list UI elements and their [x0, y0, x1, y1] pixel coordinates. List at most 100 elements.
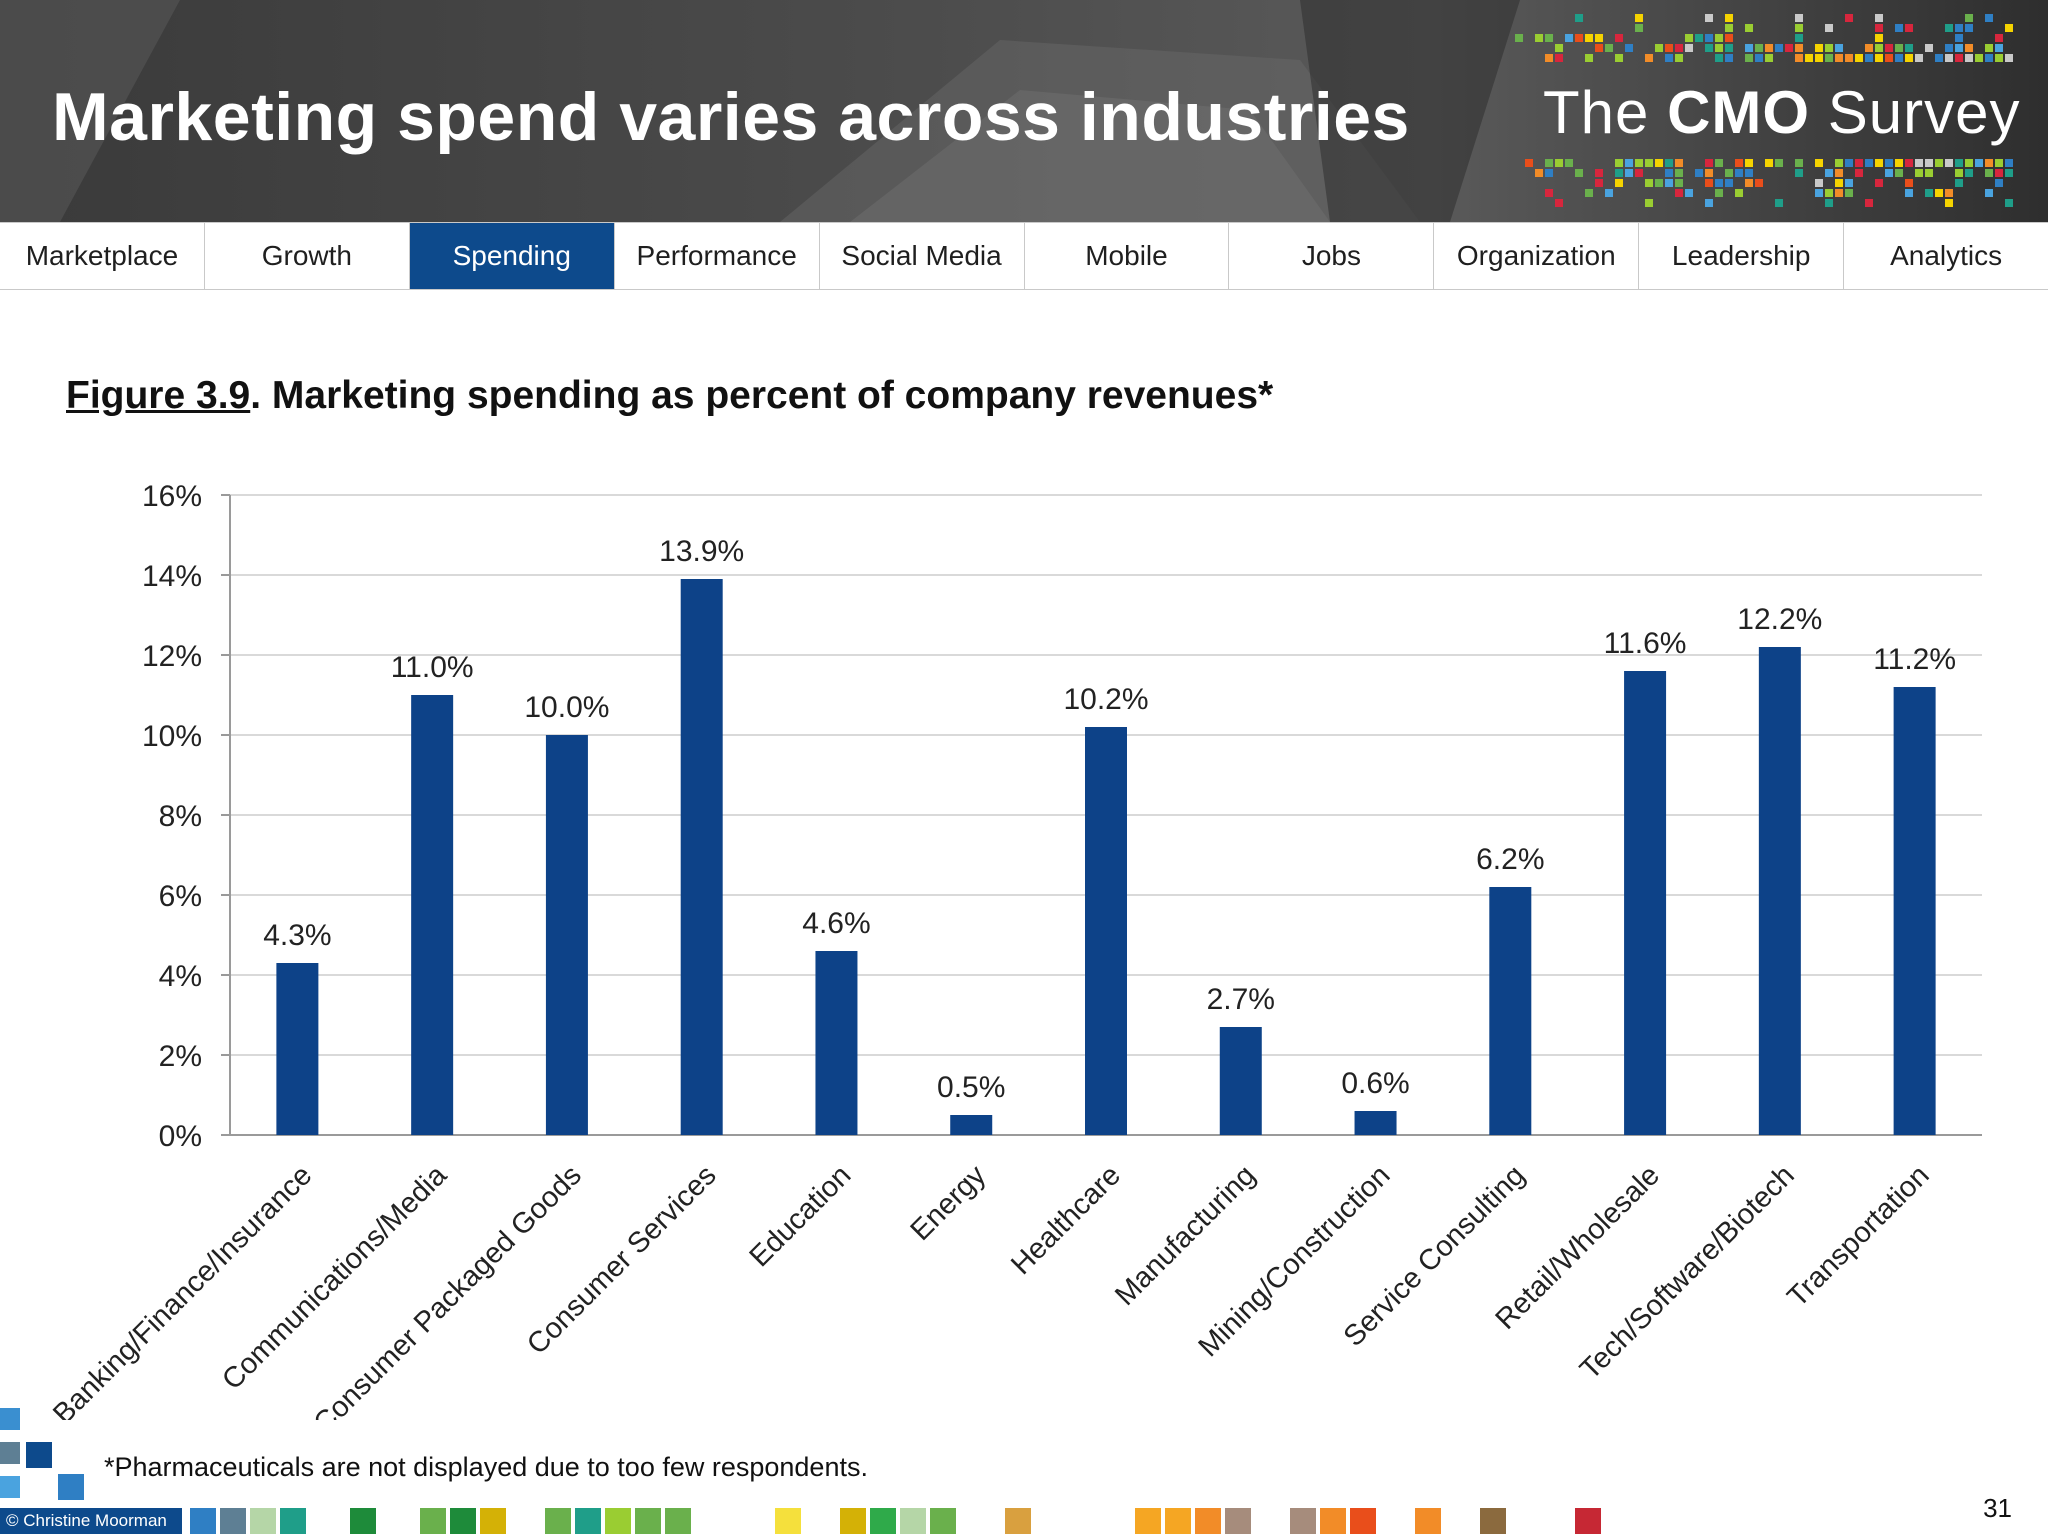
- logo-pixel: [1895, 24, 1903, 32]
- tab-spending[interactable]: Spending: [409, 223, 615, 289]
- logo-pixel: [1625, 159, 1633, 167]
- logo-pixel: [1875, 24, 1883, 32]
- logo-pixel: [1985, 189, 1993, 197]
- logo-pixel: [1765, 159, 1773, 167]
- bar: [1893, 687, 1936, 1135]
- logo-pixel: [1545, 54, 1553, 62]
- bar: [1354, 1111, 1397, 1135]
- logo-pixel: [1615, 179, 1623, 187]
- logo-pixel: [1595, 169, 1603, 177]
- logo-pixel: [1605, 189, 1613, 197]
- logo-pixel: [1985, 44, 1993, 52]
- logo-pixel: [1535, 169, 1543, 177]
- logo-pixel: [1865, 44, 1873, 52]
- footer-block: [1350, 1508, 1376, 1534]
- x-tick-label: Energy: [905, 1159, 993, 1247]
- logo-pixel: [1895, 44, 1903, 52]
- logo-pixel: [1945, 54, 1953, 62]
- logo-pixel: [1995, 169, 2003, 177]
- x-tick-label: Healthcare: [1005, 1159, 1127, 1281]
- logo-pixel: [2005, 199, 2013, 207]
- footer-block: [250, 1508, 276, 1534]
- copyright: © Christine Moorman: [0, 1508, 182, 1534]
- tab-jobs[interactable]: Jobs: [1229, 223, 1435, 289]
- logo-pixel: [1995, 34, 2003, 42]
- logo-pixel: [1845, 189, 1853, 197]
- footer-block: [1005, 1508, 1031, 1534]
- logo-pixel: [1625, 44, 1633, 52]
- tab-organization[interactable]: Organization: [1434, 223, 1640, 289]
- logo-pixel: [1835, 189, 1843, 197]
- tab-marketplace[interactable]: Marketplace: [0, 223, 205, 289]
- logo-pixel: [1995, 44, 2003, 52]
- logo-pixel: [1725, 44, 1733, 52]
- logo-pixel: [1675, 169, 1683, 177]
- logo-pixel: [1575, 169, 1583, 177]
- logo-bold: CMO: [1667, 79, 1811, 146]
- bar: [680, 579, 723, 1135]
- logo-pixel: [1695, 34, 1703, 42]
- logo-pixel: [1845, 14, 1853, 22]
- logo-pixel: [1925, 169, 1933, 177]
- data-label: 4.6%: [802, 907, 870, 940]
- x-tick-label: Consumer Packaged Goods: [308, 1159, 588, 1420]
- tab-analytics[interactable]: Analytics: [1890, 240, 2003, 271]
- logo-pixel: [1705, 34, 1713, 42]
- logo-pixel-pattern: [1515, 14, 2013, 207]
- bar: [1489, 887, 1532, 1135]
- y-tick-label: 10%: [142, 720, 202, 753]
- logo-pixel: [1725, 34, 1733, 42]
- logo-pixel: [1705, 159, 1713, 167]
- logo-pixel: [1745, 179, 1753, 187]
- logo-pixel: [1955, 34, 1963, 42]
- logo-pixel: [1835, 159, 1843, 167]
- data-label: 0.6%: [1341, 1067, 1409, 1100]
- y-tick-label: 4%: [159, 960, 202, 993]
- logo-pixel: [1695, 169, 1703, 177]
- logo-pixel: [1995, 54, 2003, 62]
- logo-pixel: [1815, 159, 1823, 167]
- logo-pixel: [1855, 54, 1863, 62]
- tab-social-media[interactable]: Social Media: [820, 223, 1025, 289]
- logo-pixel: [1635, 169, 1643, 177]
- logo-pixel: [1945, 199, 1953, 207]
- tab-mobile[interactable]: Mobile: [1025, 223, 1230, 289]
- logo-pixel: [1555, 54, 1563, 62]
- logo-pixel: [1945, 24, 1953, 32]
- footer-block: [775, 1508, 801, 1534]
- logo-pixel: [1735, 169, 1743, 177]
- logo-pixel: [1965, 54, 1973, 62]
- bar: [815, 951, 858, 1135]
- logo-pixel: [1685, 44, 1693, 52]
- y-tick-label: 2%: [159, 1040, 202, 1073]
- tab-leadership[interactable]: Leadership: [1639, 223, 1845, 289]
- logo-pixel: [1935, 54, 1943, 62]
- logo-pixel: [1875, 159, 1883, 167]
- logo-pixel: [1945, 189, 1953, 197]
- footer-block: [665, 1508, 691, 1534]
- logo-pixel: [1875, 54, 1883, 62]
- logo-pixel: [1825, 54, 1833, 62]
- logo-pixel: [1715, 54, 1723, 62]
- footer-block: [1135, 1508, 1161, 1534]
- x-tick-label: Transportation: [1781, 1159, 1935, 1313]
- logo-pixel: [1745, 24, 1753, 32]
- x-tick-label: Banking/Finance/Insurance: [47, 1159, 318, 1420]
- logo-pixel: [1895, 169, 1903, 177]
- logo-pixel: [1775, 44, 1783, 52]
- logo-pixel: [1885, 44, 1893, 52]
- tab-growth[interactable]: Growth: [205, 223, 410, 289]
- logo-pixel: [1645, 179, 1653, 187]
- logo-pixel: [1755, 44, 1763, 52]
- footer-block: [545, 1508, 571, 1534]
- bar: [1219, 1027, 1262, 1135]
- data-label: 4.3%: [263, 919, 331, 952]
- tab-performance[interactable]: Performance: [615, 223, 820, 289]
- logo-pixel: [1895, 54, 1903, 62]
- logo-pixel: [1565, 159, 1573, 167]
- logo-pixel: [1815, 54, 1823, 62]
- bar: [545, 735, 588, 1135]
- logo-pixel: [1955, 24, 1963, 32]
- logo-pixel: [1705, 14, 1713, 22]
- logo-pixel: [1535, 34, 1543, 42]
